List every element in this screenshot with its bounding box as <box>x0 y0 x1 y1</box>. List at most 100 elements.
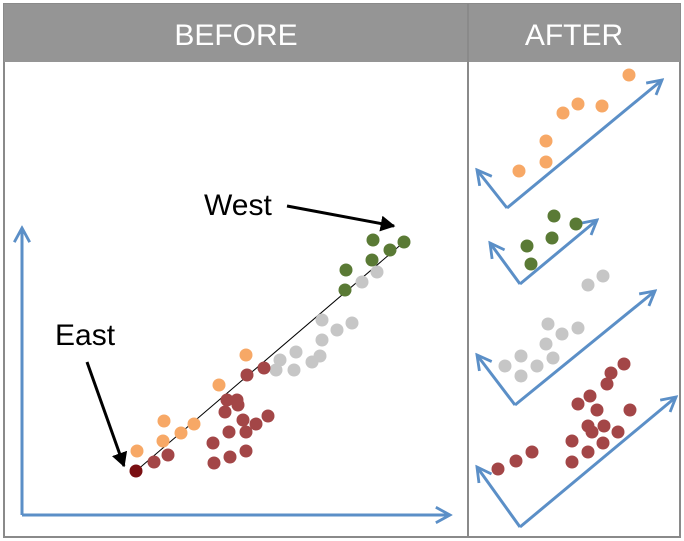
after-red-point <box>611 425 625 439</box>
before-green-point <box>365 253 379 267</box>
before-orange-point <box>157 414 171 428</box>
red-axis-right <box>519 397 676 529</box>
before-gray-point <box>345 316 359 330</box>
before-red-point <box>239 425 253 439</box>
before-green-point <box>397 235 411 249</box>
after-red-point <box>581 445 595 459</box>
before-red-point <box>161 448 175 462</box>
before-red-point <box>240 368 254 382</box>
before-red-point <box>147 455 161 469</box>
after-gray-point <box>596 269 610 283</box>
after-red-point <box>491 462 505 476</box>
before-red-point <box>207 456 221 470</box>
before-gray-point <box>273 353 287 367</box>
after-gray-point <box>541 317 555 331</box>
green-axis-right <box>519 220 597 286</box>
after-charts <box>477 80 676 529</box>
after-green-point <box>569 217 583 231</box>
after-orange-point <box>571 97 585 111</box>
before-green-point <box>366 233 380 247</box>
after-gray-point <box>539 337 553 351</box>
after-chart-gray <box>477 291 655 407</box>
after-gray-point <box>498 359 512 373</box>
after-points <box>491 68 637 476</box>
before-red-point <box>249 417 263 431</box>
before-red-point <box>220 393 234 407</box>
before-red-point <box>230 393 244 407</box>
after-green-point <box>524 257 538 271</box>
before-title: BEFORE <box>174 19 297 52</box>
before-axes <box>22 228 450 515</box>
after-gray-point <box>546 351 560 365</box>
west-label: West <box>204 189 272 222</box>
before-red-point <box>261 409 275 423</box>
after-chart-orange <box>477 80 662 210</box>
east-arrow <box>85 361 128 468</box>
after-chart-green <box>490 220 597 286</box>
before-red-point <box>236 413 250 427</box>
after-gray-point <box>581 278 595 292</box>
before-gray-point <box>287 363 301 377</box>
after-title: AFTER <box>525 19 623 52</box>
after-orange-point <box>539 134 553 148</box>
before-orange-point <box>212 378 226 392</box>
before-red-point <box>222 425 236 439</box>
before-red-point <box>223 450 237 464</box>
before-red-point <box>206 436 220 450</box>
after-gray-point <box>555 327 569 341</box>
before-gray-point <box>289 345 303 359</box>
before-red-point <box>257 361 271 375</box>
after-red-point <box>509 454 523 468</box>
after-red-point <box>571 397 585 411</box>
before-points <box>129 233 411 478</box>
after-gray-point <box>514 369 528 383</box>
before-orange-point <box>174 426 188 440</box>
orange-axis-left <box>477 170 509 209</box>
before-gray-point <box>305 355 319 369</box>
after-red-point <box>525 445 539 459</box>
west-arrow <box>286 204 396 232</box>
after-gray-point <box>530 359 544 373</box>
after-green-point <box>520 239 534 253</box>
after-red-point <box>617 357 631 371</box>
before-red-point <box>239 444 253 458</box>
orange-axis-right <box>506 80 662 210</box>
red-axis-left <box>477 467 522 528</box>
after-orange-point <box>512 164 526 178</box>
after-red-point <box>596 436 610 450</box>
after-red-point <box>600 377 614 391</box>
before-green-point <box>338 283 352 297</box>
before-gray-point <box>370 265 384 279</box>
before-orange-point <box>156 434 170 448</box>
gray-axis-right <box>514 291 655 407</box>
after-red-point <box>597 419 611 433</box>
before-orange-point <box>187 417 201 431</box>
east-label: East <box>55 319 116 352</box>
after-red-point <box>565 434 579 448</box>
after-red-point <box>581 419 595 433</box>
after-gray-point <box>571 321 585 335</box>
after-gray-point <box>514 349 528 363</box>
after-red-point <box>583 389 597 403</box>
before-orange-point <box>130 444 144 458</box>
before-gray-point <box>269 363 283 377</box>
before-green-point <box>383 243 397 257</box>
before-gray-point <box>330 323 344 337</box>
header-bar <box>4 4 680 62</box>
before-dark-red-point <box>129 464 143 478</box>
after-red-point <box>565 455 579 469</box>
after-red-point <box>590 403 604 417</box>
after-orange-point <box>622 68 636 82</box>
after-orange-point <box>556 106 570 120</box>
after-orange-point <box>539 155 553 169</box>
after-red-point <box>604 366 618 380</box>
after-red-point <box>623 403 637 417</box>
before-gray-point <box>355 275 369 289</box>
after-orange-point <box>595 99 609 113</box>
before-orange-point <box>239 348 253 362</box>
after-green-point <box>547 209 561 223</box>
gray-axis-left <box>477 355 517 406</box>
before-gray-point <box>315 313 329 327</box>
after-chart-red <box>477 397 676 529</box>
